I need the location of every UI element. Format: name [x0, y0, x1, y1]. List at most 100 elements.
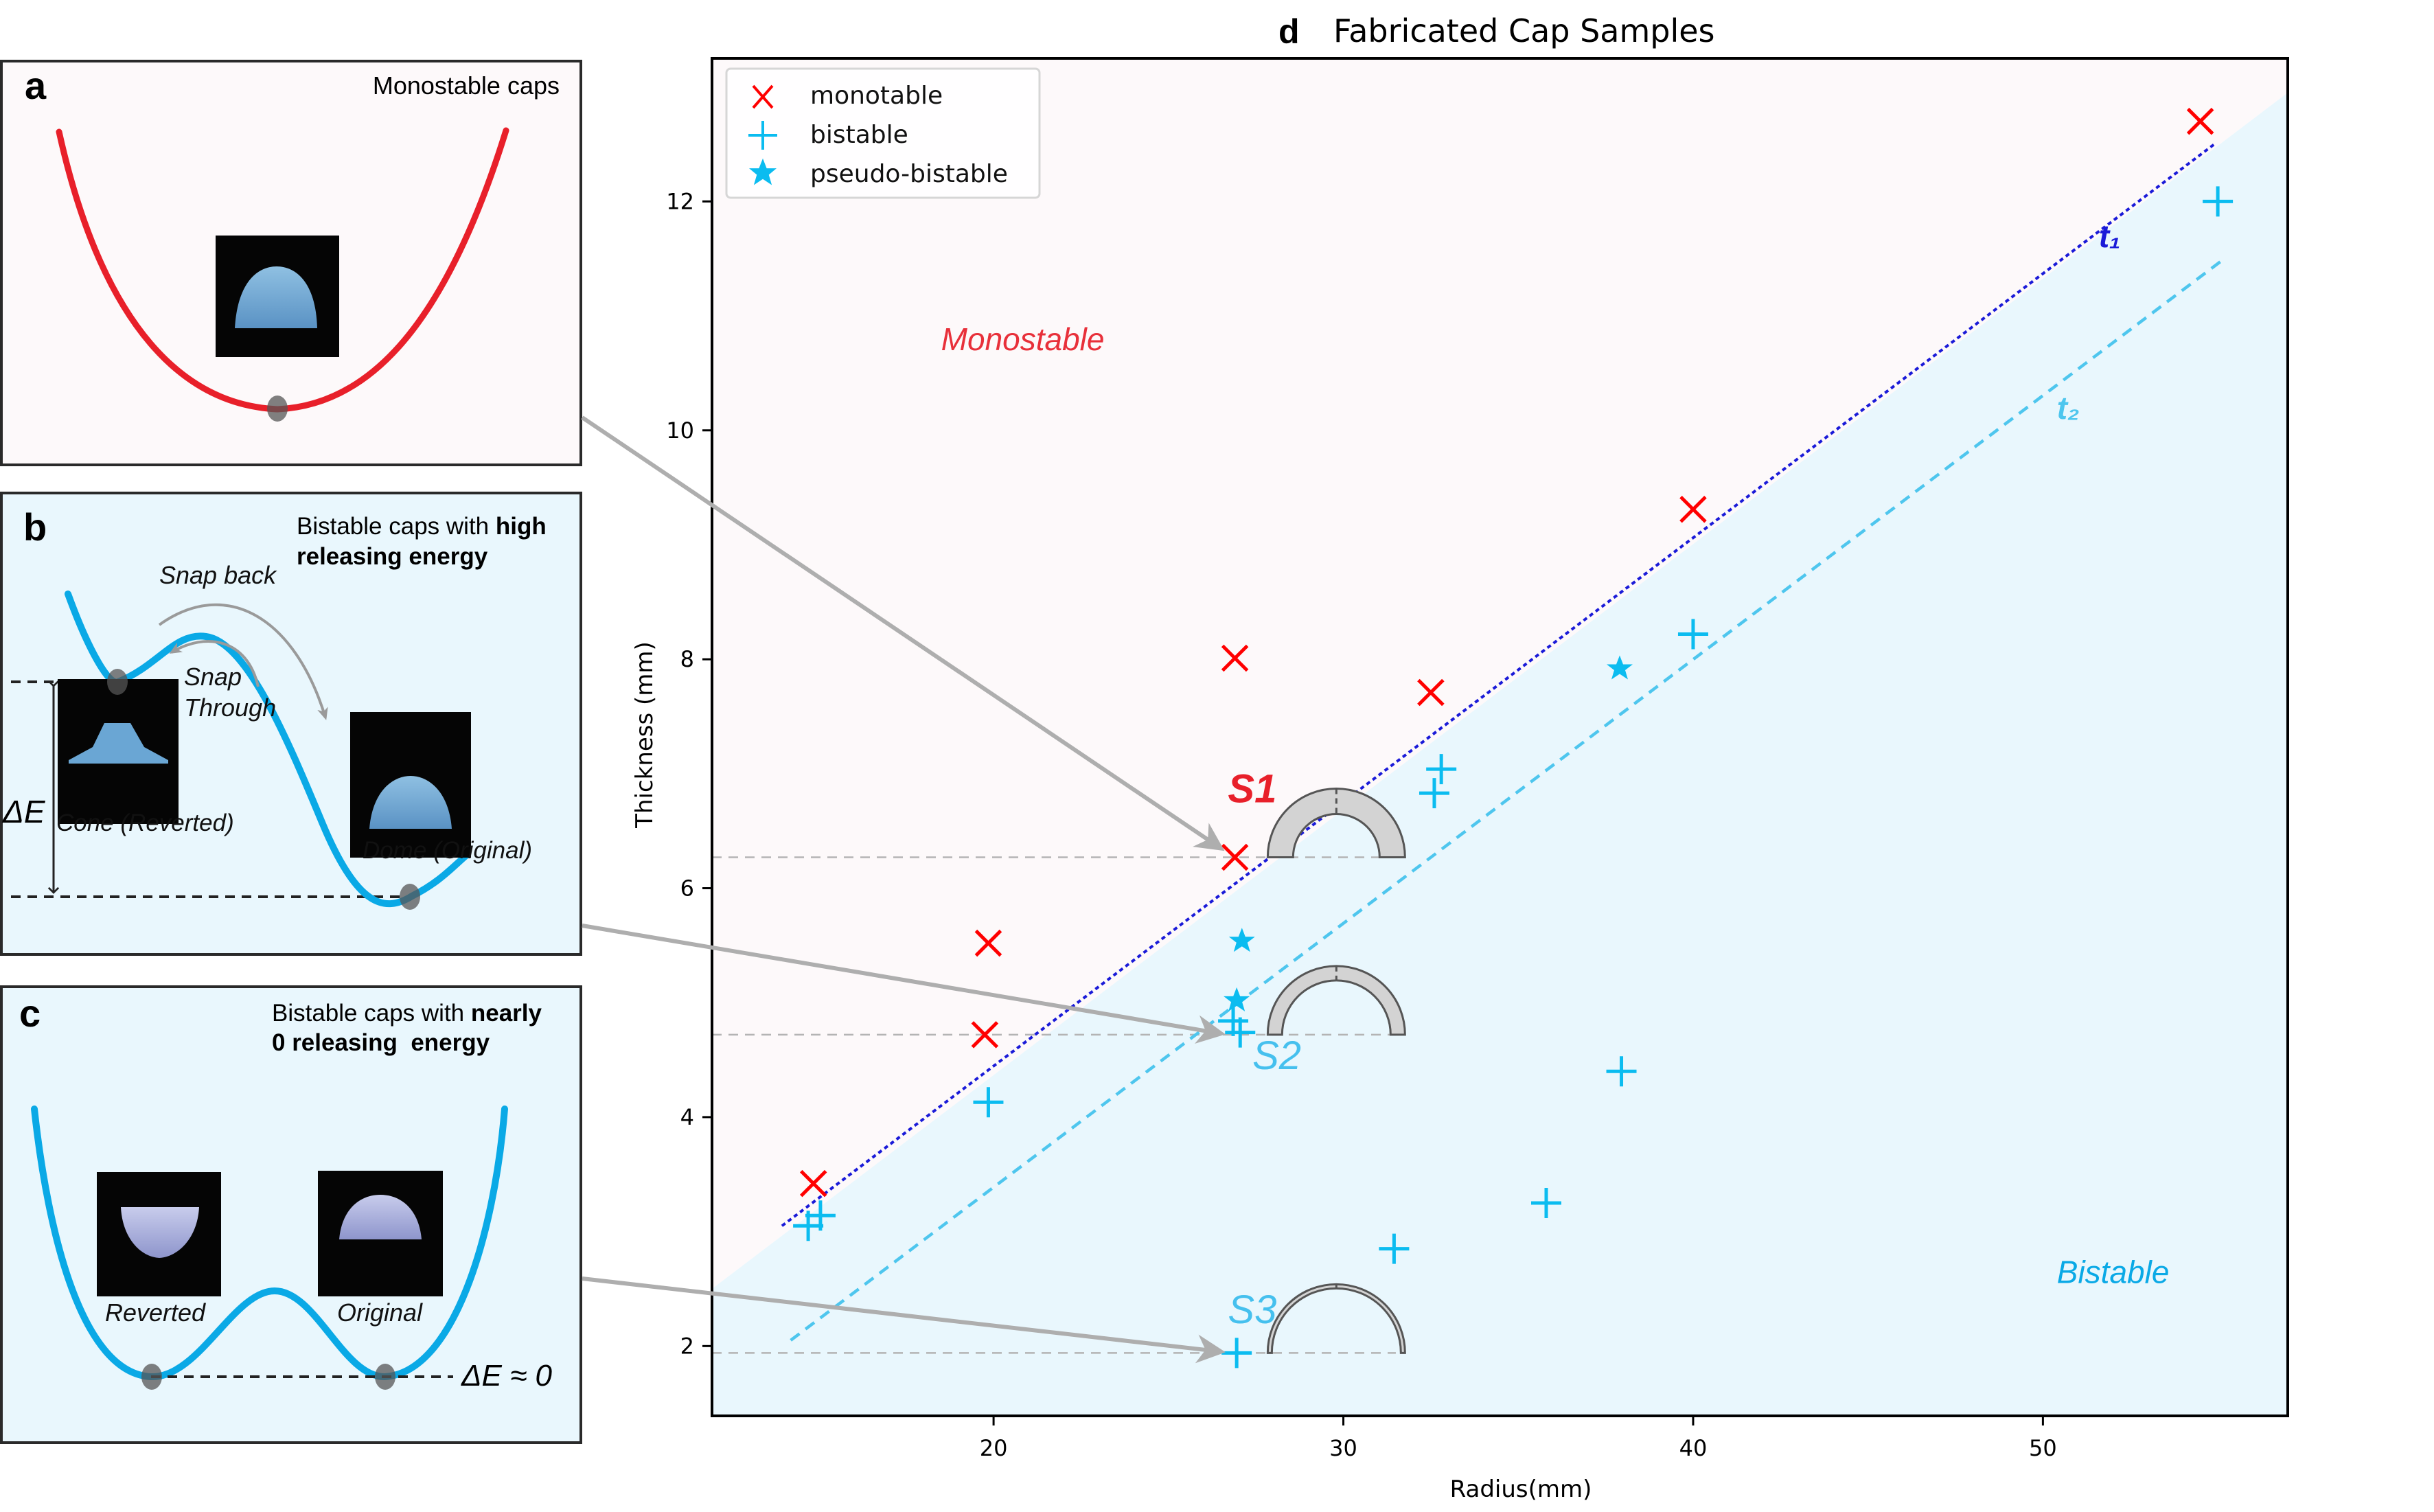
- snap-through-label-2: Through: [184, 694, 276, 722]
- bistable-marker: [1419, 778, 1449, 809]
- monotable-marker: [1221, 644, 1249, 672]
- monotable-marker: [1417, 678, 1445, 707]
- panel-a: a Monostable caps: [0, 60, 582, 466]
- pseudo-bistable-marker: [1228, 928, 1255, 952]
- bistable-marker: [1531, 1187, 1561, 1218]
- legend-label: monotable: [810, 82, 943, 110]
- cap-cross-section-s2: [1266, 965, 1406, 1036]
- panel-c: c Bistable caps with nearly 0 releasing …: [0, 985, 582, 1444]
- x-tick-label: 50: [2029, 1435, 2057, 1461]
- threshold-label-t1: t₁: [2099, 218, 2121, 254]
- legend: monotable bistable pseudo-bistable: [725, 67, 1041, 199]
- legend-label: bistable: [810, 121, 908, 149]
- bistable-marker: [2203, 186, 2234, 217]
- legend-x-marker-icon: [752, 84, 774, 109]
- x-tick-label: 20: [980, 1435, 1008, 1461]
- panel-b: b Bistable caps with high releasing ener…: [0, 492, 582, 956]
- threshold-lines: [781, 143, 2223, 1342]
- cap-cross-sections: [1266, 788, 1406, 1354]
- pseudo-bistable-marker: [1224, 987, 1250, 1011]
- y-axis-label: Thickness (mm): [631, 641, 658, 829]
- axes-frame: [711, 57, 2289, 1417]
- snap-through-label-1: Snap: [184, 663, 242, 691]
- y-tick-label: 10: [666, 417, 694, 444]
- bistable-marker: [1677, 619, 1708, 650]
- threshold-line-t2: [790, 260, 2223, 1342]
- chart-title: Fabricated Cap Samples: [1333, 12, 1715, 49]
- bistable-zero-energy-curve: [31, 1106, 508, 1381]
- monotable-marker: [2186, 107, 2214, 135]
- dome-cap-icon: [369, 776, 452, 829]
- panel-c-letter: c: [19, 992, 41, 1035]
- connector-arrow-s1: [581, 415, 1225, 851]
- reverted-cap-icon: [121, 1207, 199, 1258]
- monostable-dome-icon: [235, 266, 317, 328]
- original-label: Original: [337, 1298, 423, 1327]
- snap-through-arrow: [169, 640, 260, 687]
- cap-cross-section-shape: [1266, 788, 1406, 859]
- region-label-bistable: Bistable: [2057, 1255, 2170, 1290]
- axis-ticks: 20 30 40 50 2 4 6 8 10 12: [666, 188, 2056, 1461]
- x-tick-label: 30: [1329, 1435, 1357, 1461]
- connector-arrow-s2: [582, 924, 1226, 1044]
- reverted-label: Reverted: [105, 1298, 206, 1327]
- cone-cap-icon: [69, 723, 168, 764]
- bistable-marker: [1606, 1056, 1637, 1087]
- panel-c-title-line1: Bistable caps with nearly: [272, 1000, 542, 1027]
- sample-label-s3: S3: [1228, 1287, 1276, 1332]
- panel-b-title-line2: releasing energy: [297, 543, 488, 570]
- bistable-marker: [1426, 754, 1457, 785]
- monostable-region: [712, 58, 2288, 1289]
- panel-b-frame: [0, 492, 582, 956]
- y-tick-label: 6: [680, 875, 694, 902]
- delta-e-label: ΔE: [2, 794, 46, 829]
- monotable-marker: [799, 1169, 827, 1198]
- panel-b-title-line1: Bistable caps with high: [297, 513, 547, 540]
- x-axis-label: Radius(mm): [1450, 1476, 1592, 1503]
- cap-cross-section-s3: [1266, 1283, 1406, 1354]
- bistable-marker: [1379, 1233, 1410, 1264]
- region-label-monostable: Monostable: [941, 321, 1105, 357]
- monotable-marker: [1679, 496, 1707, 523]
- y-tick-label: 2: [680, 1333, 694, 1359]
- snap-back-arrow: [158, 603, 328, 720]
- threshold-line-t1: [781, 143, 2216, 1227]
- y-tick-label: 12: [666, 188, 694, 214]
- state-ball-icon: [267, 396, 288, 422]
- sample-label-s1: S1: [1228, 767, 1276, 812]
- state-ball-left-icon: [141, 1364, 162, 1390]
- state-ball-upper-icon: [107, 669, 128, 695]
- cap-cross-section-shape: [1266, 1283, 1406, 1354]
- bistable-marker: [973, 1087, 1004, 1118]
- threshold-label-t2: t₂: [2057, 390, 2080, 426]
- chart-annotations: t₁ t₂ Monostable Bistable S1 S2 S3: [941, 218, 2170, 1332]
- connector-arrow-s3: [582, 1276, 1226, 1364]
- x-tick-label: 40: [1679, 1435, 1708, 1461]
- cap-cross-section-shape: [1266, 965, 1406, 1036]
- data-markers: [793, 107, 2234, 1368]
- cap-cross-section-s1: [1266, 788, 1406, 859]
- monotable-marker: [1221, 843, 1249, 871]
- panel-a-title: Monostable caps: [373, 71, 560, 100]
- bistable-region: [712, 93, 2288, 1417]
- bistable-marker: [1221, 1338, 1252, 1368]
- y-tick-label: 8: [680, 646, 694, 672]
- legend-box: [725, 67, 1041, 199]
- legend-plus-marker-icon: [748, 121, 777, 150]
- y-tick-label: 4: [680, 1104, 694, 1130]
- snap-back-label: Snap back: [159, 561, 277, 589]
- delta-e-zero-label: ΔE ≈ 0: [461, 1359, 552, 1393]
- legend-label: pseudo-bistable: [810, 160, 1008, 188]
- pseudo-bistable-marker: [1606, 655, 1633, 680]
- monotable-marker: [971, 1021, 999, 1049]
- panel-a-letter: a: [25, 64, 47, 107]
- legend-item-monotable: monotable: [752, 82, 943, 110]
- panel-d-chart: t₁ t₂ Monostable Bistable S1 S2 S3 20 30 40 50 2 4 6…: [631, 12, 2289, 1503]
- legend-star-marker-icon: [749, 158, 777, 185]
- bistable-marker: [1225, 1017, 1256, 1048]
- panel-b-letter: b: [23, 505, 47, 549]
- original-cap-icon: [339, 1195, 422, 1239]
- sample-label-s2: S2: [1252, 1033, 1301, 1078]
- legend-item-pseudo-bistable: pseudo-bistable: [749, 158, 1008, 188]
- legend-item-bistable: bistable: [748, 121, 908, 150]
